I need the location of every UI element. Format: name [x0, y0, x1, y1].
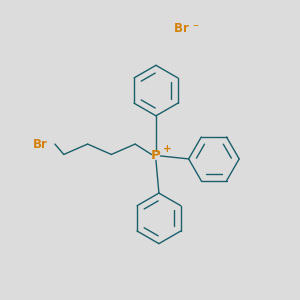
- Text: P: P: [151, 149, 161, 162]
- Text: Br ⁻: Br ⁻: [174, 22, 199, 34]
- Text: +: +: [163, 143, 172, 154]
- Text: Br: Br: [33, 138, 47, 151]
